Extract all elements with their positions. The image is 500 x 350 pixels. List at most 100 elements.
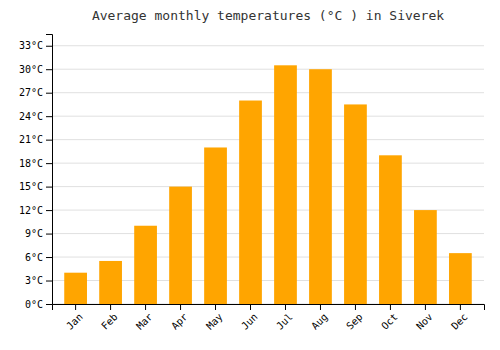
x-tick: Dec — [449, 304, 470, 332]
y-tick-label: 24°C — [19, 111, 43, 122]
x-tick: Jun — [239, 304, 260, 332]
x-tick: Nov — [414, 304, 435, 332]
x-tick-label: Oct — [379, 311, 400, 332]
grid-line — [52, 139, 484, 140]
y-tick-mark — [46, 234, 52, 235]
x-tick: Feb — [99, 304, 120, 332]
bar — [239, 101, 262, 304]
y-tick-label: 12°C — [19, 205, 43, 216]
y-tick: 33°C — [19, 40, 52, 51]
y-tick-label: 30°C — [19, 64, 43, 75]
y-tick-label: 15°C — [19, 181, 43, 192]
y-axis-line — [46, 35, 53, 305]
x-tick: Oct — [379, 304, 400, 332]
bar — [414, 210, 437, 304]
grid-line — [52, 163, 484, 164]
y-tick-mark — [46, 187, 52, 188]
y-tick: 6°C — [25, 252, 52, 263]
y-tick-mark — [46, 304, 52, 305]
bar — [344, 104, 367, 304]
x-tick-mark — [320, 304, 321, 310]
y-tick-label: 33°C — [19, 40, 43, 51]
x-tick-mark — [425, 304, 426, 310]
y-tick: 27°C — [19, 87, 52, 98]
bar — [99, 261, 122, 304]
x-tick: Jan — [64, 304, 85, 332]
y-tick: 30°C — [19, 64, 52, 75]
x-tick-label: Apr — [169, 311, 190, 332]
title: Average monthly temperatures (°C ) in Si… — [92, 8, 444, 23]
x-tick-mark — [145, 304, 146, 310]
y-tick: 24°C — [19, 111, 52, 122]
x-tick-label: Jan — [64, 311, 85, 332]
y-tick: 9°C — [25, 228, 52, 239]
x-tick-mark — [285, 304, 286, 310]
y-tick-mark — [46, 281, 52, 282]
x-tick-mark — [250, 304, 251, 310]
y-tick-label: 21°C — [19, 134, 43, 145]
y-tick-mark — [46, 46, 52, 47]
x-axis-line — [53, 305, 485, 311]
bar — [204, 147, 227, 304]
y-tick: 18°C — [19, 158, 52, 169]
y-tick: 3°C — [25, 275, 52, 286]
y-tick-mark — [46, 140, 52, 141]
x-tick-label: Jul — [274, 311, 295, 332]
y-tick-mark — [46, 257, 52, 258]
x-tick-label: May — [204, 311, 225, 332]
y-tick: 0°C — [25, 299, 52, 310]
x-tick-label: Sep — [344, 311, 365, 332]
x-tick-mark — [75, 304, 76, 310]
grid-line — [52, 69, 484, 70]
x-tick-mark — [390, 304, 391, 310]
grid-line — [52, 116, 484, 117]
y-tick: 12°C — [19, 205, 52, 216]
y-tick-label: 3°C — [25, 275, 43, 286]
grid-line — [52, 186, 484, 187]
x-tick: Mar — [134, 304, 155, 332]
bar — [449, 253, 472, 304]
x-tick: Sep — [344, 304, 365, 332]
bar — [134, 226, 157, 304]
x-tick: Jul — [274, 304, 295, 332]
x-tick-label: Jun — [239, 311, 260, 332]
x-tick-mark — [355, 304, 356, 310]
x-tick-label: Mar — [134, 311, 155, 332]
y-axis: 0°C 3°C 6°C 9°C 12°C 15°C 18°C 21°C 24°C 27°C 30°C… — [19, 35, 53, 310]
x-tick-mark — [110, 304, 111, 310]
chart: 0°C 3°C 6°C 9°C 12°C 15°C 18°C 21°C 24°C 27°C 30°C… — [0, 0, 500, 350]
y-tick: 15°C — [19, 181, 52, 192]
y-tick-mark — [46, 93, 52, 94]
bar — [379, 155, 402, 304]
grid-line — [52, 45, 484, 46]
y-tick-mark — [46, 69, 52, 70]
bars — [64, 65, 472, 304]
plot-area: 0°C 3°C 6°C 9°C 12°C 15°C 18°C 21°C 24°C 27°C 30°C… — [19, 35, 485, 332]
x-tick-label: Dec — [449, 311, 470, 332]
bar — [309, 69, 332, 304]
x-tick: Apr — [169, 304, 190, 332]
bar — [64, 273, 87, 304]
y-tick-mark — [46, 163, 52, 164]
y-tick-label: 18°C — [19, 158, 43, 169]
y-tick-mark — [46, 116, 52, 117]
y-tick-label: 0°C — [25, 299, 43, 310]
grid-line — [52, 92, 484, 93]
y-tick-label: 27°C — [19, 87, 43, 98]
x-tick-mark — [215, 304, 216, 310]
bar — [169, 187, 192, 304]
x-tick-mark — [460, 304, 461, 310]
x-tick-label: Nov — [414, 311, 435, 332]
y-tick-label: 9°C — [25, 228, 43, 239]
y-tick-mark — [46, 210, 52, 211]
x-tick-label: Feb — [99, 311, 120, 332]
x-axis: Jan Feb Mar Apr May Jun Jul Aug Sep Oct Nov Dec — [53, 304, 485, 332]
x-tick: Aug — [309, 304, 330, 332]
x-tick-mark — [180, 304, 181, 310]
bar — [274, 65, 297, 304]
x-tick: May — [204, 304, 225, 332]
y-tick-label: 6°C — [25, 252, 43, 263]
y-tick: 21°C — [19, 134, 52, 145]
grid — [52, 46, 484, 304]
x-tick-label: Aug — [309, 311, 330, 332]
